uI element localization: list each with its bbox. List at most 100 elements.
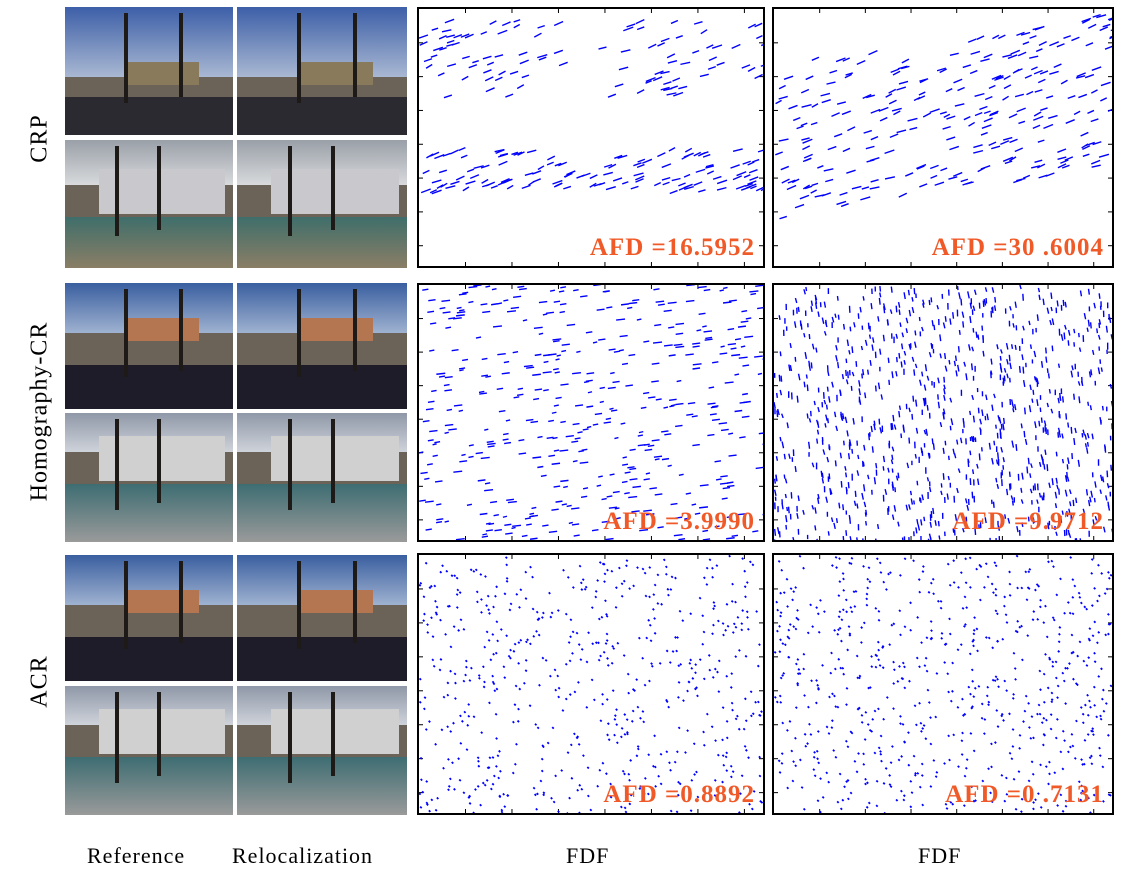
flow-vector (530, 537, 538, 540)
flow-vector (980, 716, 984, 720)
flow-vector (974, 799, 977, 802)
flow-vector (1064, 666, 1067, 670)
flow-vector (819, 598, 822, 602)
flow-vector (663, 344, 673, 347)
flow-vector (1002, 604, 1006, 608)
flow-vector (779, 614, 782, 618)
flow-vector (868, 580, 872, 584)
flow-vector (885, 93, 893, 98)
flow-vector (1003, 136, 1013, 141)
flow-vector (841, 798, 845, 802)
flow-vector (670, 502, 678, 506)
flow-vector (820, 92, 831, 97)
flow-vector (468, 455, 474, 459)
flow-vector (1098, 322, 1101, 329)
flow-vector (835, 566, 838, 569)
flow-vector (425, 780, 429, 783)
flow-vector (1078, 596, 1082, 599)
flow-vector (620, 422, 626, 425)
flow-vector (803, 332, 806, 338)
flow-vector (692, 49, 700, 54)
flow-vector (459, 460, 468, 463)
flow-vector (446, 63, 457, 68)
flow-vector (994, 675, 998, 679)
flow-vector (840, 481, 843, 488)
flow-vector (927, 701, 931, 704)
flow-vector (953, 453, 957, 459)
flow-vector (1107, 570, 1110, 574)
flow-vector (882, 717, 886, 721)
flow-vector (834, 313, 837, 318)
flow-vector (1002, 719, 1005, 722)
flow-vector (1022, 720, 1025, 723)
flow-vector (874, 607, 878, 610)
flow-vector (926, 375, 930, 381)
flow-vector (1095, 715, 1099, 719)
flow-vector (524, 597, 528, 600)
flow-vector (949, 145, 960, 151)
flow-vector (455, 314, 465, 317)
flow-vector (841, 110, 852, 116)
flow-vector (775, 151, 783, 156)
flow-vector (983, 298, 987, 306)
flow-vector (669, 588, 673, 591)
flow-vector (468, 64, 478, 69)
flow-vector (960, 739, 964, 743)
flow-vector (1055, 477, 1058, 484)
flow-vector (976, 35, 985, 40)
flow-vector (1043, 420, 1047, 426)
flow-vector (895, 798, 899, 802)
flow-vector (653, 617, 656, 620)
flow-vector (553, 485, 561, 488)
flow-vector (738, 356, 748, 359)
flow-vector (521, 74, 530, 79)
flow-vector (980, 131, 988, 136)
flow-vector (1090, 729, 1093, 733)
flow-vector (916, 163, 927, 170)
flow-vector (891, 107, 902, 112)
flow-vector (940, 631, 944, 635)
flow-vector (573, 732, 576, 736)
flow-vector (975, 567, 979, 571)
flow-vector (722, 486, 731, 490)
flow-vector (829, 69, 838, 74)
flow-vector (731, 708, 734, 712)
flow-vector (1023, 430, 1026, 438)
flow-vector (441, 29, 452, 33)
flow-vector (1049, 41, 1060, 47)
flow-vector (538, 300, 548, 304)
flow-vector (817, 493, 820, 499)
flow-vector (478, 676, 481, 680)
flow-vector (856, 676, 860, 680)
flow-vector (969, 410, 972, 416)
flow-vector (1018, 120, 1026, 125)
flow-vector (802, 184, 811, 190)
flow-vector (444, 389, 453, 392)
flow-vector (629, 467, 637, 471)
flow-vector (1024, 694, 1028, 698)
flow-vector (1094, 481, 1097, 488)
flow-vector (884, 488, 888, 495)
flow-vector (1056, 43, 1065, 48)
flow-vector (875, 804, 879, 808)
flow-vector (461, 719, 464, 723)
flow-vector (929, 637, 933, 641)
flow-vector (518, 687, 522, 691)
flow-vector (995, 477, 998, 483)
flow-vector (803, 381, 806, 388)
flow-vector (525, 640, 528, 644)
flow-vector (627, 466, 635, 469)
flow-vector (897, 302, 901, 308)
flow-vector (608, 163, 617, 169)
flow-vector (465, 748, 469, 752)
flow-vector (872, 337, 875, 343)
flow-vector (1042, 732, 1046, 736)
flow-vector (1018, 366, 1021, 373)
flow-vector (599, 400, 605, 404)
flow-vector (1060, 159, 1069, 164)
flow-vector (1075, 75, 1086, 79)
flow-vector (1024, 438, 1028, 445)
flow-vector (903, 292, 906, 300)
flow-vector (503, 178, 513, 183)
flow-vector (1020, 423, 1023, 429)
